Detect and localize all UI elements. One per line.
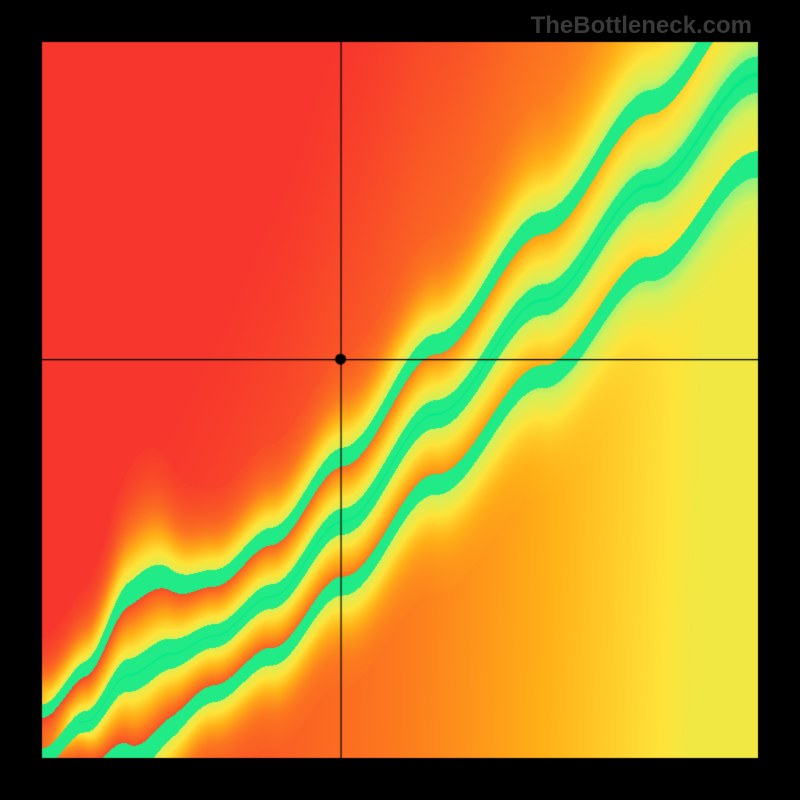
watermark-text: TheBottleneck.com <box>531 12 752 40</box>
bottleneck-heatmap <box>0 0 800 800</box>
